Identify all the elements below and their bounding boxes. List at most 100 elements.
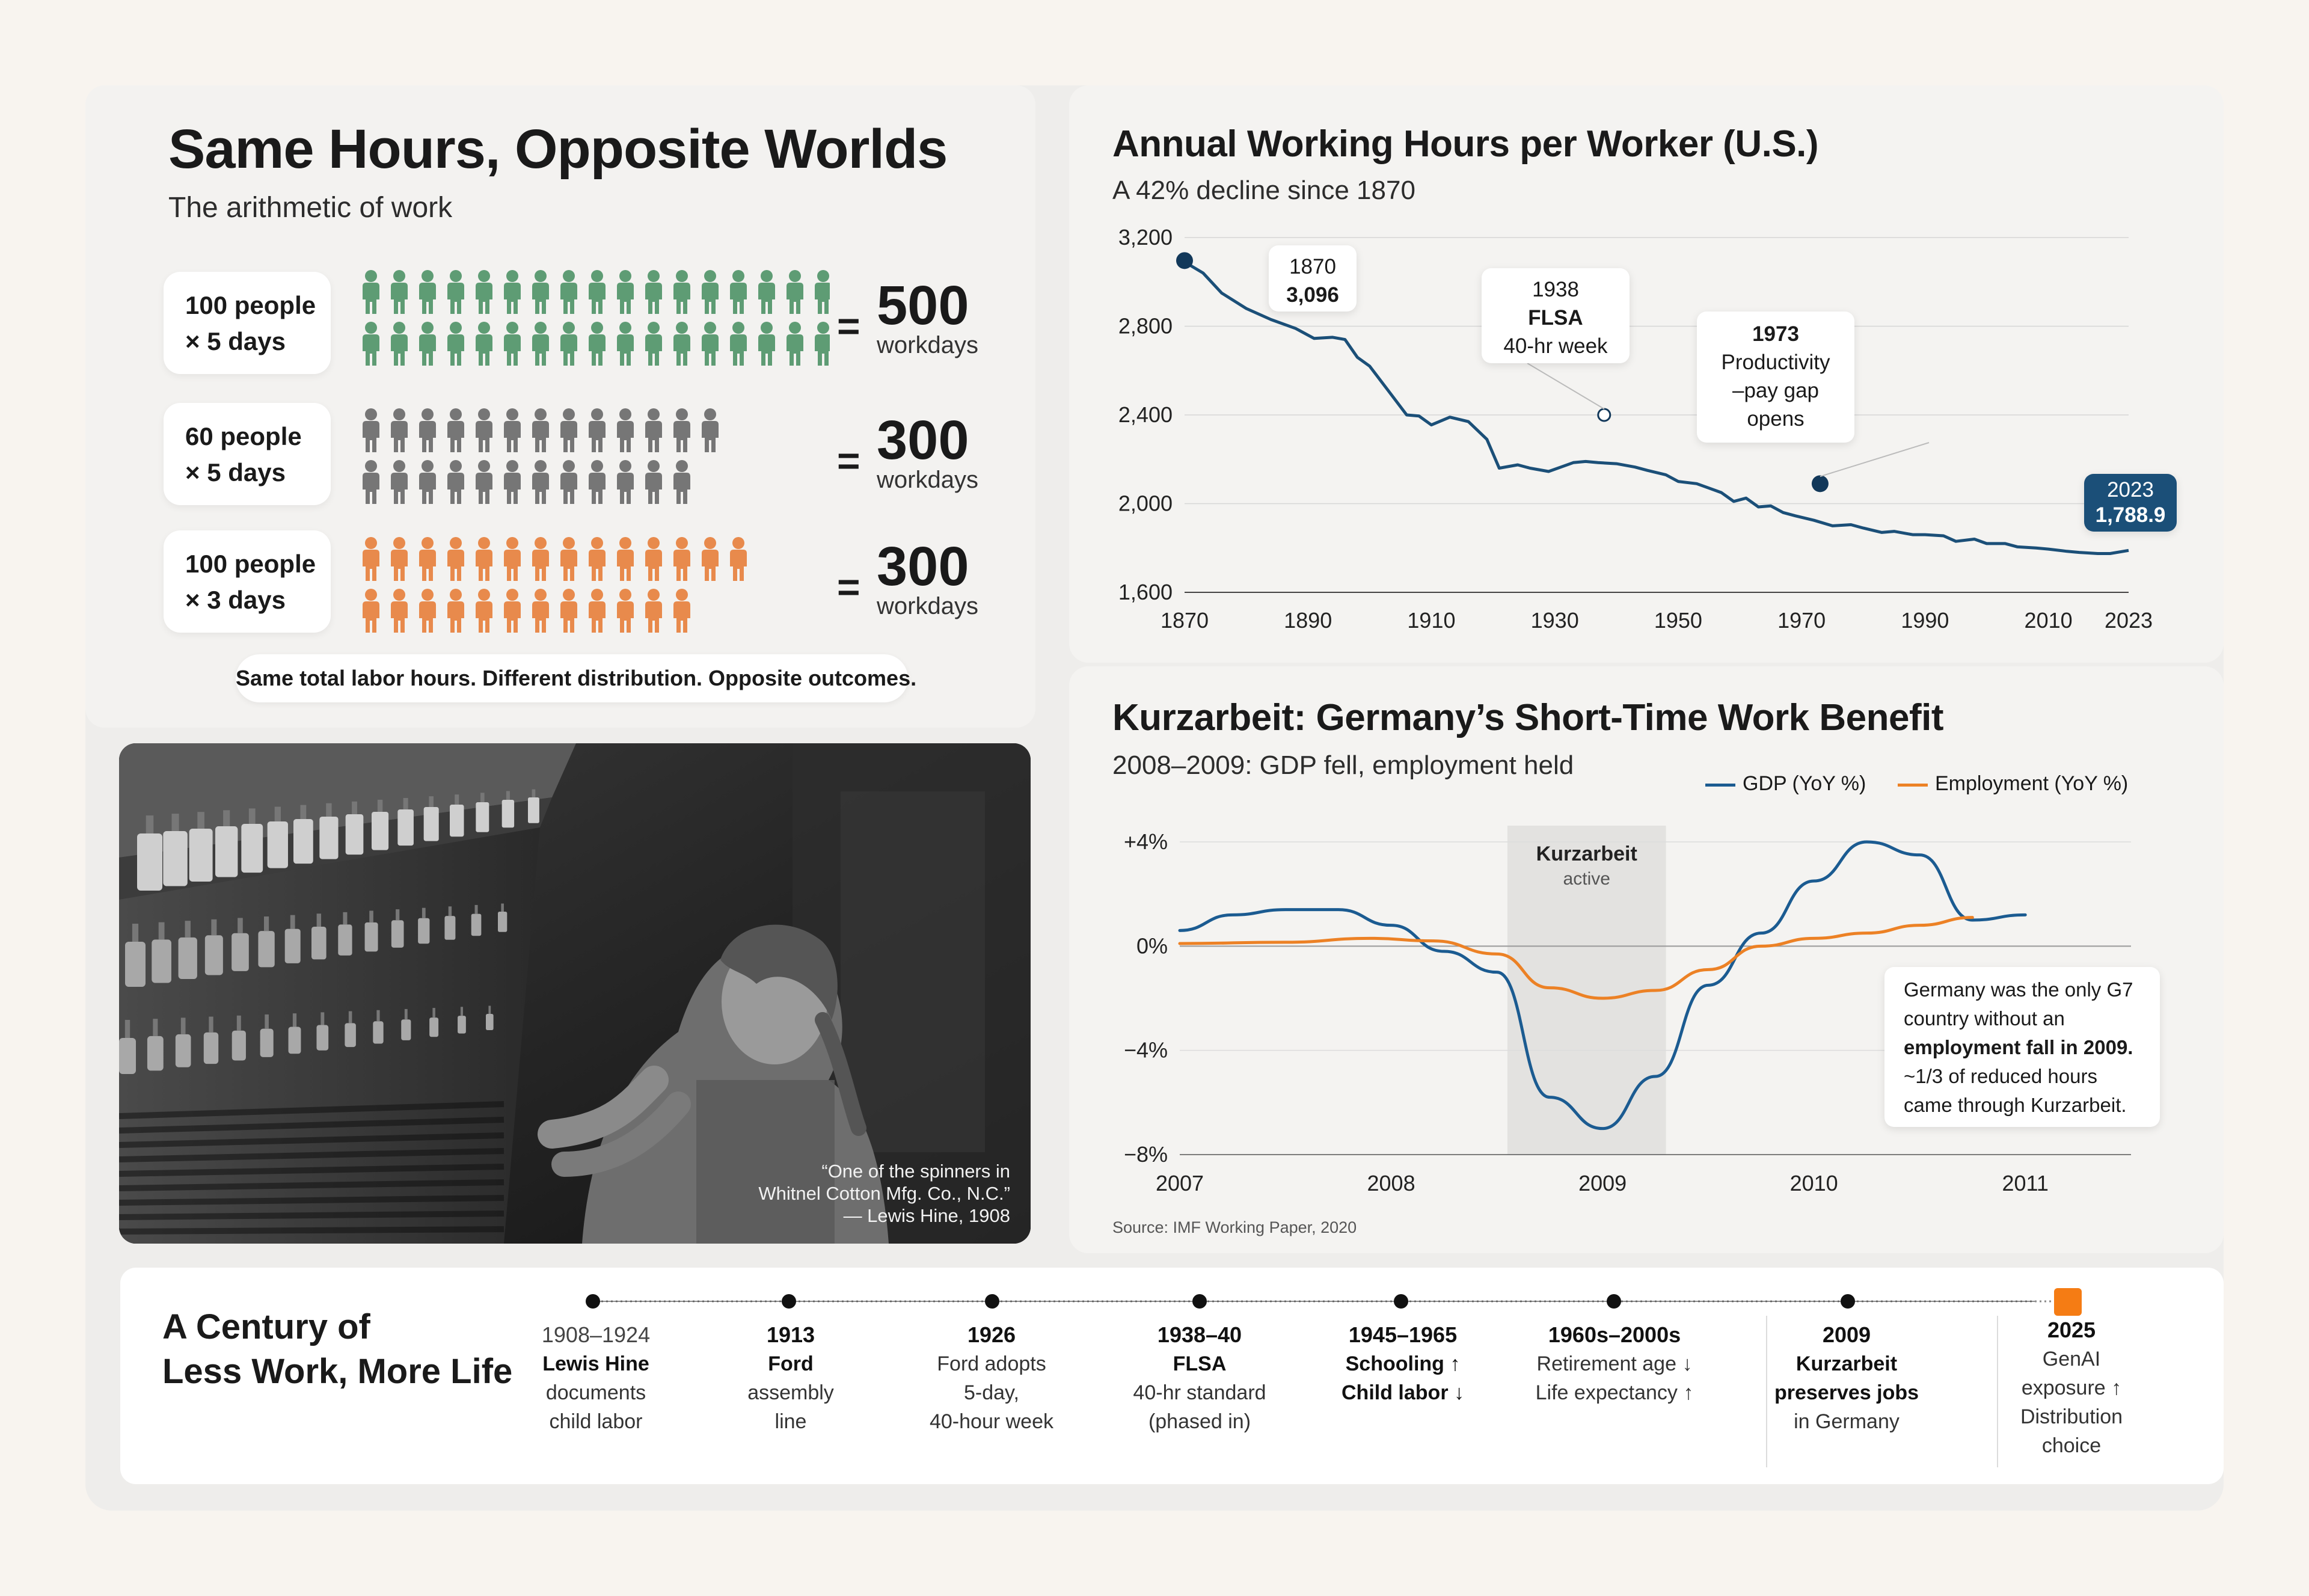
person-icon <box>560 589 577 633</box>
event-year: 2025 <box>2047 1318 2096 1342</box>
annotation-leader <box>1527 363 1605 410</box>
person-head <box>591 408 603 420</box>
person-head <box>676 322 688 334</box>
person-head <box>732 322 744 334</box>
person-icon <box>730 322 747 366</box>
person-body <box>617 550 634 581</box>
annotation-name: FLSA <box>1528 306 1583 330</box>
person-head <box>535 408 547 420</box>
person-icon <box>617 322 634 366</box>
person-head <box>478 589 490 601</box>
person-body <box>730 550 747 581</box>
spinning-mill-illustration <box>119 743 1031 1244</box>
spool <box>316 1025 329 1051</box>
spindle <box>488 1005 491 1014</box>
gdp-line <box>1178 840 2027 1131</box>
machine-rail <box>119 1132 504 1148</box>
spool <box>458 1016 466 1034</box>
y-tick-label: −8% <box>1124 1142 1168 1167</box>
machine-rail <box>119 1179 504 1191</box>
person-head <box>817 322 829 334</box>
person-icon <box>787 322 803 366</box>
spool <box>311 927 327 960</box>
person-body <box>560 550 577 581</box>
spindle <box>209 1016 213 1033</box>
spindle <box>238 918 243 933</box>
spindle <box>290 915 295 929</box>
people-icon-grid <box>363 270 830 366</box>
person-icon <box>645 322 662 366</box>
event-text: child labor <box>549 1410 643 1433</box>
person-icon <box>447 589 464 633</box>
person-body <box>504 473 521 504</box>
spool <box>338 924 352 956</box>
person-icon <box>730 270 747 314</box>
event-headline: Ford <box>768 1352 814 1375</box>
person-icon <box>617 589 634 633</box>
person-body <box>589 473 606 504</box>
spool <box>373 1021 384 1044</box>
annotation-line: Productivity <box>1721 351 1830 374</box>
annotation-1973: 1973 Productivity –pay gap opens <box>1697 312 1854 443</box>
machine-rail <box>119 1148 504 1162</box>
y-tick-label: 2,800 <box>1118 314 1173 339</box>
person-icon <box>363 322 379 366</box>
row-label-card: 100 people × 5 days <box>164 272 331 374</box>
callout-line: country without an <box>1904 1007 2065 1030</box>
total-value: 500 <box>877 275 969 336</box>
person-body <box>391 283 408 314</box>
person-icon <box>447 537 464 581</box>
person-head <box>393 322 405 334</box>
caption-line: Whitnel Cotton Mfg. Co., N.C.” <box>758 1183 1010 1204</box>
spindle <box>185 921 191 938</box>
person-head <box>506 537 518 549</box>
person-head <box>393 270 405 282</box>
person-body <box>419 601 436 633</box>
event-headline: Lewis Hine <box>542 1352 649 1375</box>
person-body <box>447 283 464 314</box>
spindle <box>403 798 408 809</box>
person-body <box>702 283 719 314</box>
spindle <box>343 912 348 925</box>
person-icon <box>589 408 606 452</box>
legend-employment: Employment (YoY %) <box>1898 772 2128 796</box>
person-icon <box>363 270 379 314</box>
person-icon <box>560 460 577 504</box>
person-body <box>391 550 408 581</box>
annotation-value: 3,096 <box>1286 283 1339 307</box>
person-body <box>730 334 747 366</box>
event-text: Distribution <box>2020 1405 2123 1428</box>
person-body <box>560 334 577 366</box>
spindle <box>153 1019 158 1036</box>
equals-sign: = <box>837 565 860 609</box>
spindle <box>326 803 332 817</box>
person-icon <box>419 408 436 452</box>
person-head <box>676 537 688 549</box>
event-headline: Kurzarbeit <box>1795 1352 1898 1375</box>
timeline-title: A Century of Less Work, More Life <box>162 1305 512 1394</box>
event-text: choice <box>2041 1434 2102 1457</box>
person-body <box>787 334 803 366</box>
person-icon <box>532 460 549 504</box>
person-icon <box>702 270 719 314</box>
person-icon <box>476 537 492 581</box>
person-icon <box>391 322 408 366</box>
spindle <box>404 1008 408 1020</box>
event-text: assembly <box>747 1381 834 1404</box>
band-label: Kurzarbeit <box>1536 843 1637 865</box>
person-icon <box>419 322 436 366</box>
y-tick-label: 0% <box>1136 933 1168 958</box>
person-icon <box>532 537 549 581</box>
machine-rail <box>119 1211 504 1220</box>
person-head <box>393 408 405 420</box>
spool <box>293 819 313 864</box>
person-head <box>450 537 462 549</box>
row-label-days: × 5 days <box>185 327 286 355</box>
person-head <box>450 270 462 282</box>
spindle <box>265 1014 269 1029</box>
spool <box>241 824 263 873</box>
person-icon <box>419 460 436 504</box>
person-body <box>702 334 719 366</box>
person-head <box>450 322 462 334</box>
person-head <box>535 589 547 601</box>
